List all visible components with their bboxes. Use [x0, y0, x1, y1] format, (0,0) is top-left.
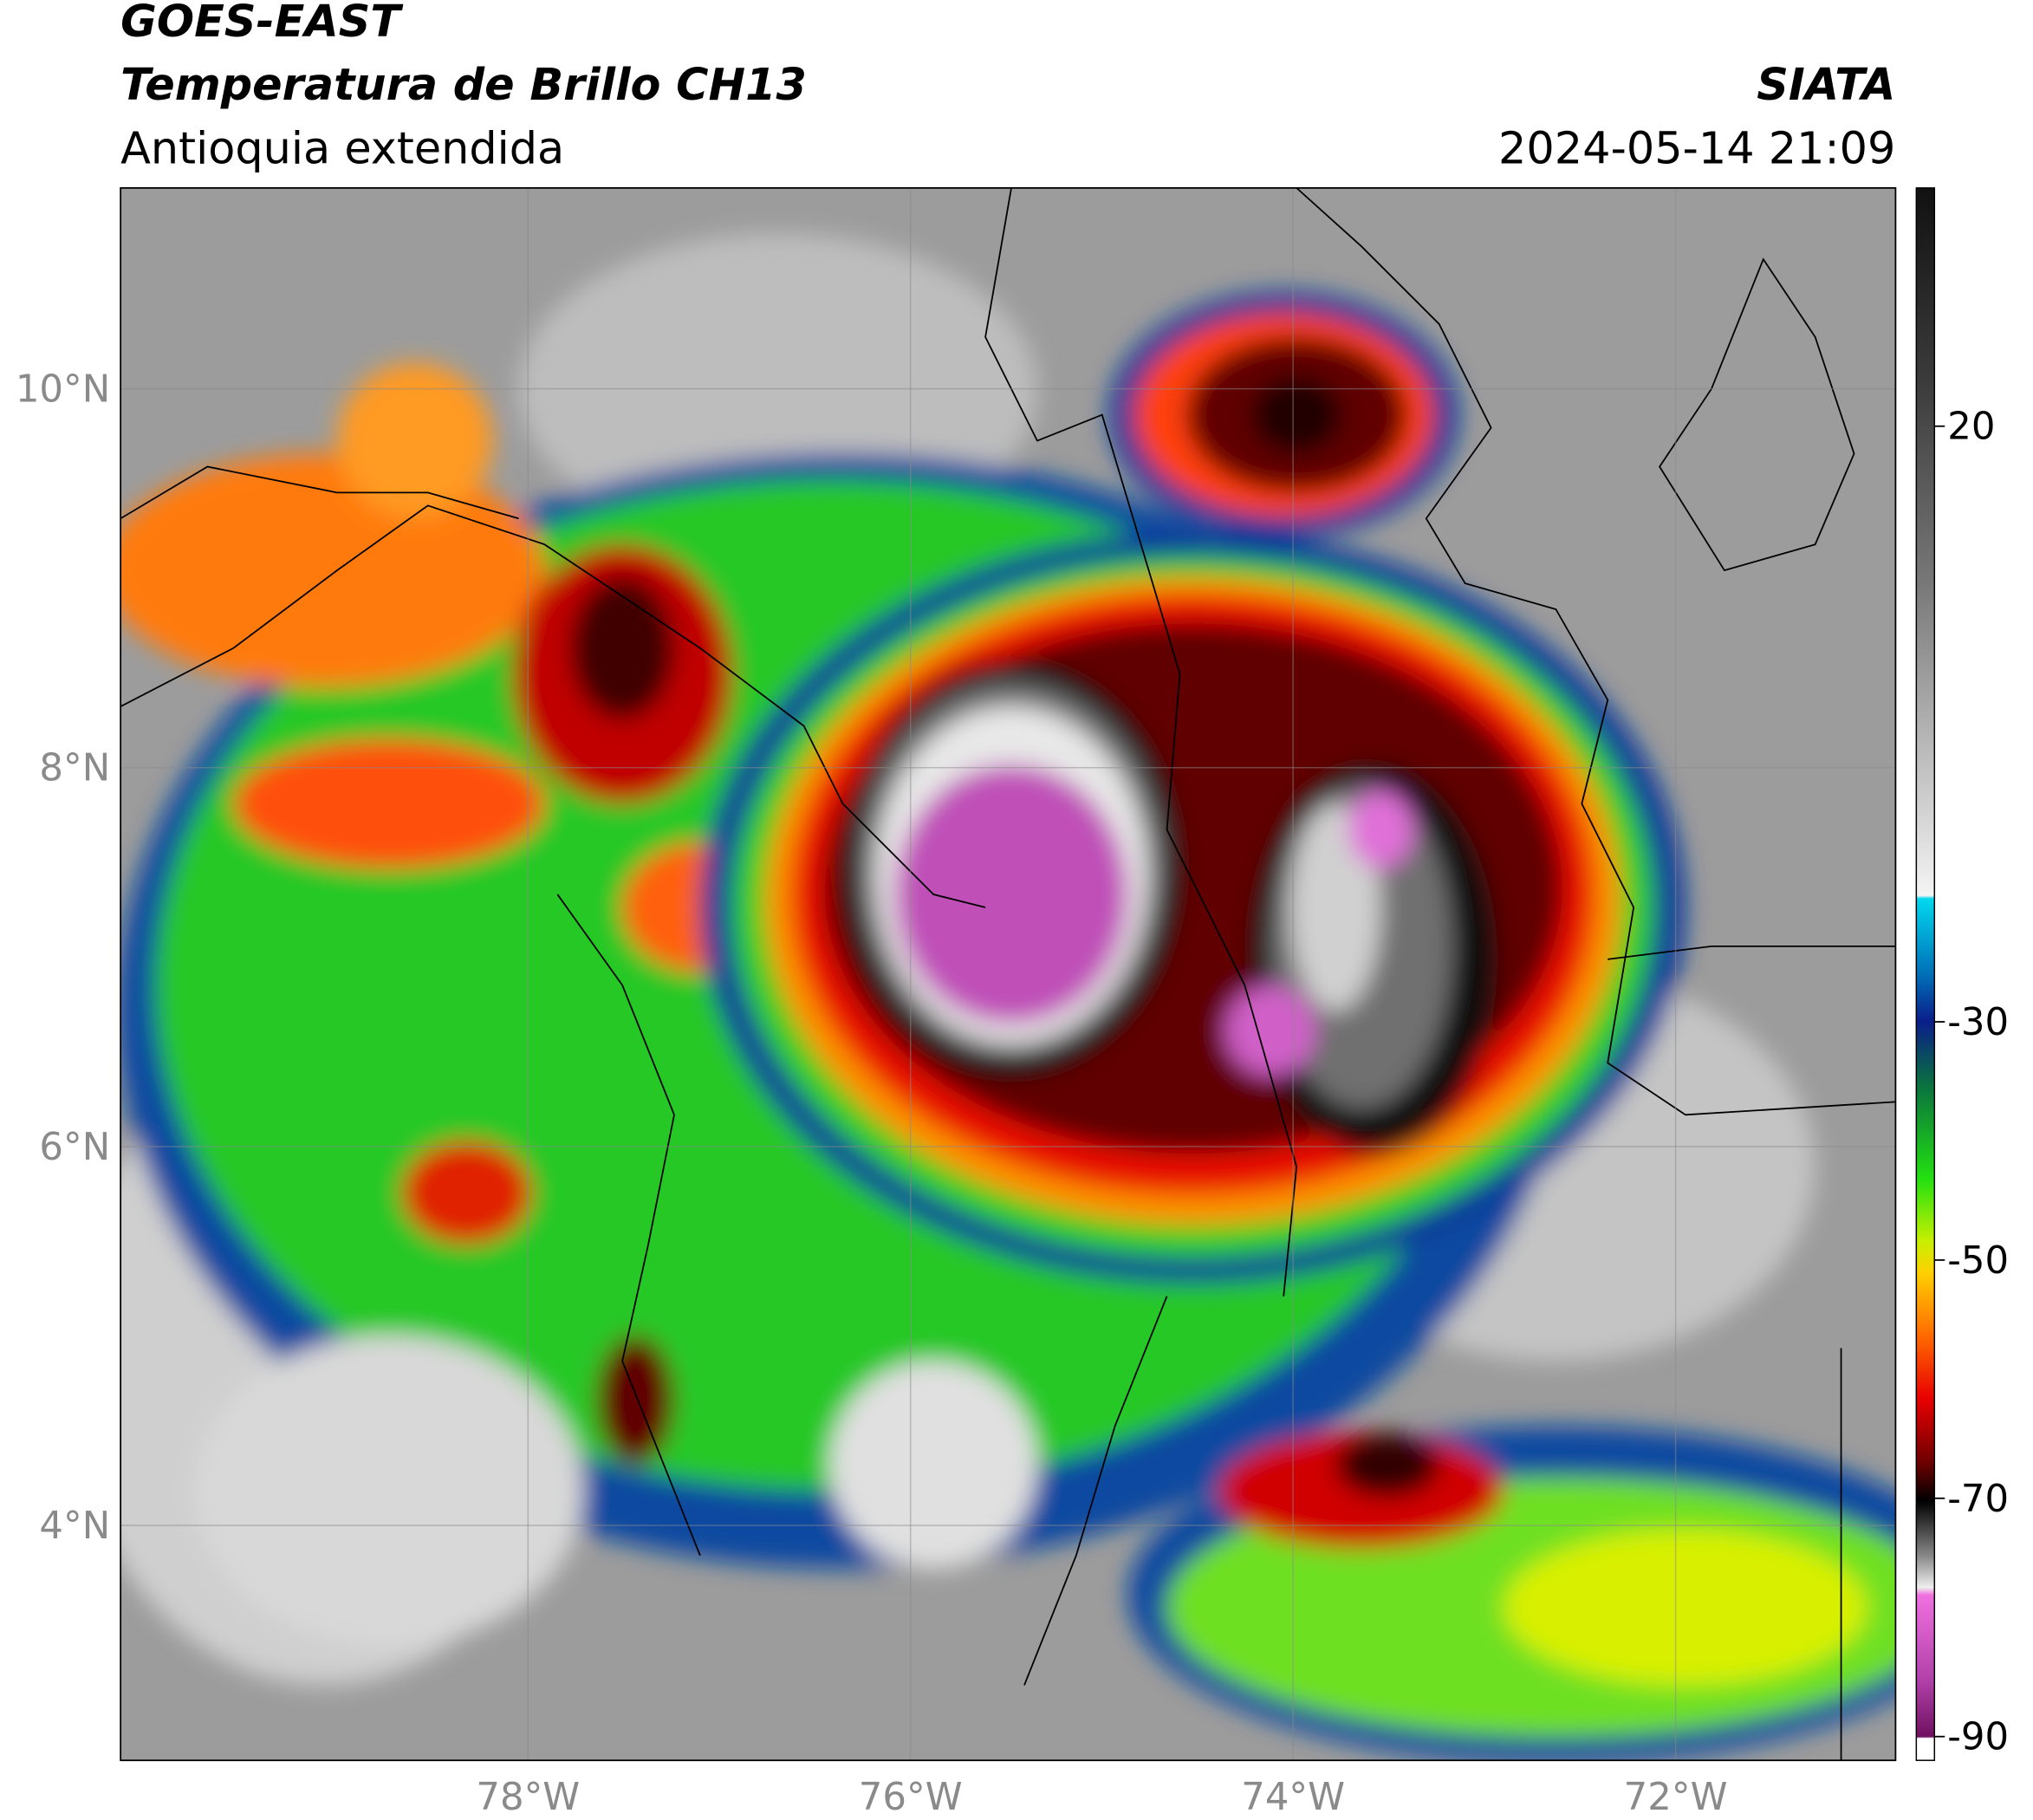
source: SIATA — [1757, 59, 1895, 110]
region: Antioquia extendida — [120, 122, 564, 173]
colorbar-tick-label: -50 — [1947, 1239, 2009, 1283]
colorbar-tick-label: -30 — [1947, 1001, 2009, 1044]
y-tick-label: 4°N — [39, 1505, 110, 1548]
x-tick-label: 72°W — [1624, 1776, 1728, 1819]
y-tick-label: 6°N — [39, 1126, 110, 1169]
colorbar-tick-label: 20 — [1947, 406, 1995, 449]
x-tick-label: 74°W — [1241, 1776, 1345, 1819]
y-tick-label: 10°N — [16, 368, 110, 412]
x-tick-label: 78°W — [476, 1776, 580, 1819]
colorbar-tick-label: -90 — [1947, 1716, 2009, 1759]
x-tick-label: 76°W — [859, 1776, 963, 1819]
subtitle: Temperatura de Brillo CH13 — [120, 59, 807, 110]
colorbar — [1915, 187, 1936, 1761]
colorbar-tick-label: -70 — [1947, 1478, 2009, 1521]
title: GOES-EAST — [120, 0, 404, 47]
map-frame — [120, 186, 1897, 1762]
satellite-image — [120, 187, 1896, 1761]
datetime: 2024-05-14 21:09 — [1498, 122, 1895, 173]
y-tick-label: 8°N — [39, 747, 110, 790]
